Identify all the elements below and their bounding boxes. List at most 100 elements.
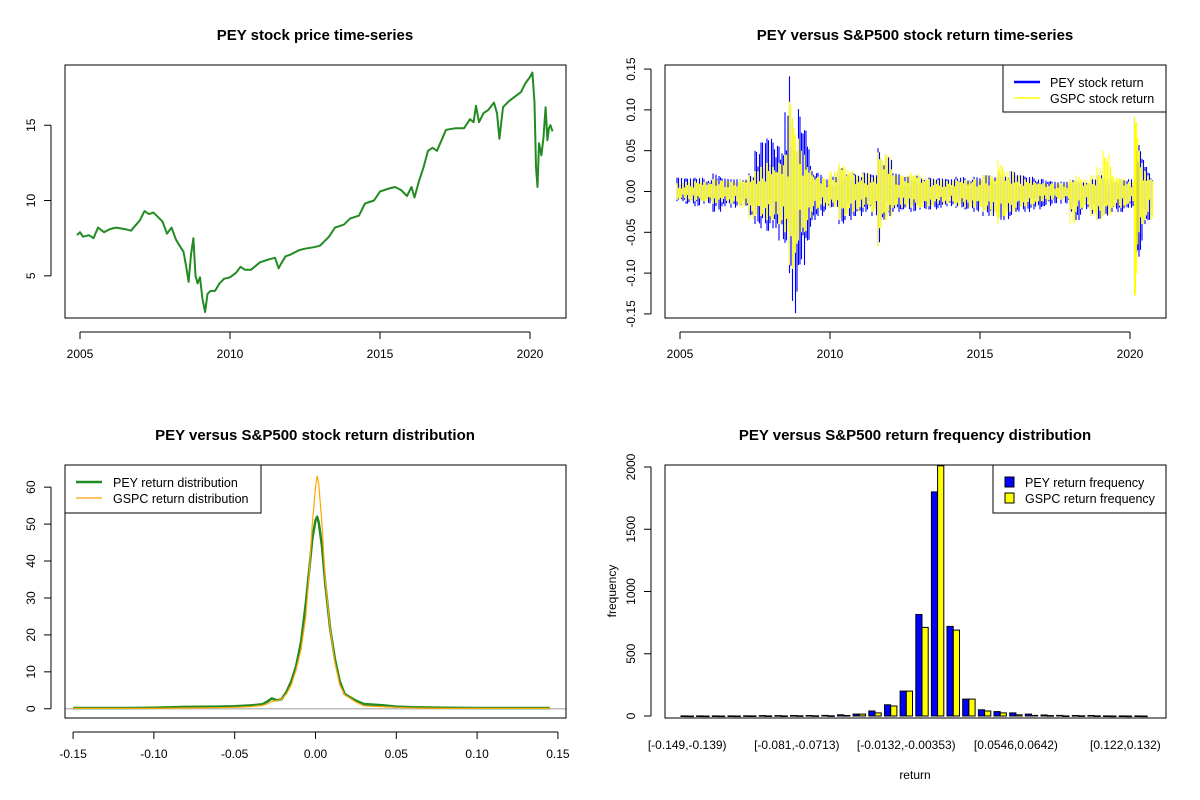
gspc-return-segment	[1128, 181, 1134, 204]
gspc-return-segment	[789, 101, 792, 265]
price-chart-title: PEY stock price time-series	[217, 27, 414, 44]
gspc-return-segment	[1069, 179, 1075, 225]
gspc-frequency-bar	[952, 629, 960, 717]
x-tick-label: 0.05	[385, 747, 409, 761]
frequency-y-axis: 0 500 1000 1500 2000	[624, 453, 652, 719]
y-tick-label: 20	[24, 628, 38, 642]
x-tick-label: 0.15	[546, 747, 570, 761]
gspc-return-segment	[1138, 150, 1141, 233]
gspc-return-segment	[862, 173, 871, 208]
gspc-return-segment	[676, 183, 685, 200]
gspc-return-segment	[1134, 116, 1136, 296]
x-category-label: [-0.081,-0.0713)	[754, 738, 839, 752]
gspc-frequency-bar	[874, 712, 882, 717]
gspc-return-segment	[1136, 122, 1139, 274]
gspc-return-segment	[829, 171, 838, 208]
gspc-return-segment	[1009, 171, 1015, 212]
gspc-return-segment	[739, 179, 748, 208]
y-tick-label: 2000	[624, 453, 638, 480]
gspc-frequency-bar	[921, 626, 929, 717]
y-tick-label: 50	[24, 517, 38, 531]
y-tick-label: 1000	[624, 578, 638, 605]
x-category-label: [0.122,0.132)	[1090, 738, 1161, 752]
pey-frequency-bar	[790, 715, 798, 717]
gspc-frequency-bar	[780, 715, 788, 718]
distribution-x-axis: -0.15 -0.10 -0.05 0.00 0.05 0.10 0.15	[59, 731, 570, 761]
gspc-return-segment	[784, 154, 789, 233]
x-tick-label: -0.10	[140, 747, 168, 761]
y-tick-label: 0.15	[624, 57, 638, 81]
pey-frequency-bar	[884, 704, 892, 717]
gspc-return-segment	[1090, 175, 1096, 216]
pey-frequency-bar	[1134, 715, 1142, 718]
frequency-legend: PEY return frequency GSPC return frequen…	[992, 464, 1167, 514]
gspc-frequency-bar	[1109, 715, 1117, 718]
pey-frequency-bar	[852, 713, 860, 717]
gspc-return-segment	[1042, 183, 1051, 202]
y-tick-label: 10	[24, 194, 38, 208]
return-lines-layer	[676, 76, 1154, 314]
frequency-bars-layer	[680, 465, 1148, 718]
gspc-return-segment	[877, 152, 880, 247]
gspc-frequency-bar	[718, 715, 726, 718]
x-tick-label: 0.00	[304, 747, 328, 761]
pey-frequency-bar	[1118, 715, 1126, 718]
gspc-return-segment	[982, 175, 991, 212]
gspc-return-segment	[991, 176, 997, 216]
gspc-return-segment	[1033, 181, 1042, 204]
pey-frequency-bar	[915, 614, 923, 717]
gspc-return-segment	[885, 154, 892, 221]
x-tick-label: 2020	[517, 347, 544, 361]
gspc-return-segment	[838, 162, 844, 221]
x-tick-label: 2015	[967, 347, 994, 361]
gspc-return-segment	[1081, 179, 1090, 208]
pey-frequency-bar	[743, 715, 751, 717]
gspc-return-segment	[778, 162, 784, 225]
distribution-legend: PEY return distribution GSPC return dist…	[64, 464, 262, 514]
y-tick-label: 10	[24, 665, 38, 679]
gspc-frequency-bar	[796, 715, 804, 717]
gspc-return-segment	[766, 162, 772, 221]
x-tick-label: 2010	[217, 347, 244, 361]
gspc-return-segment	[1024, 179, 1033, 207]
frequency-x-axis: [-0.149,-0.139) [-0.081,-0.0713) [-0.0132,…	[648, 738, 1161, 752]
distribution-chart-title: PEY versus S&P500 stock return distribut…	[155, 427, 475, 444]
gspc-return-segment	[760, 167, 766, 216]
gspc-frequency-bar	[937, 465, 945, 717]
gspc-return-segment	[928, 179, 937, 207]
pey-frequency-bar	[696, 715, 704, 718]
gspc-frequency-bar	[905, 690, 913, 717]
legend-swatch-gspc-frequency	[1004, 492, 1015, 504]
gspc-return-segment	[1015, 175, 1024, 208]
price-line-layer	[76, 71, 554, 313]
legend-swatch-pey-frequency	[1004, 476, 1015, 488]
gspc-return-series	[676, 101, 1153, 296]
pey-frequency-bar	[837, 714, 845, 717]
gspc-return-segment	[955, 179, 964, 207]
x-tick-label: 2010	[817, 347, 844, 361]
price-plot-frame	[64, 64, 567, 319]
gspc-return-segment	[721, 180, 730, 203]
gspc-frequency-bar	[765, 715, 773, 718]
y-tick-label: -0.05	[624, 218, 638, 246]
pey-frequency-bar	[899, 690, 907, 717]
gspc-return-segment	[997, 160, 1003, 225]
gspc-return-segment	[1075, 175, 1081, 212]
y-tick-label: 0	[24, 705, 38, 712]
gspc-frequency-bar	[827, 715, 835, 717]
pey-frequency-bar	[977, 709, 986, 717]
gspc-return-segment	[1051, 183, 1060, 200]
pey-density-line	[73, 515, 550, 710]
gspc-frequency-bar	[858, 713, 867, 717]
legend-label-pey-distribution: PEY return distribution	[113, 476, 238, 490]
gspc-frequency-bar	[968, 698, 976, 717]
gspc-return-segment	[1060, 183, 1069, 200]
gspc-return-segment	[946, 180, 955, 204]
gspc-return-segment	[804, 154, 807, 233]
x-tick-label: 2020	[1117, 347, 1144, 361]
x-category-label: [-0.149,-0.139)	[648, 738, 727, 752]
return-chart-title: PEY versus S&P500 stock return time-seri…	[757, 27, 1074, 44]
x-tick-label: -0.15	[59, 747, 87, 761]
pey-frequency-bar	[930, 491, 939, 717]
